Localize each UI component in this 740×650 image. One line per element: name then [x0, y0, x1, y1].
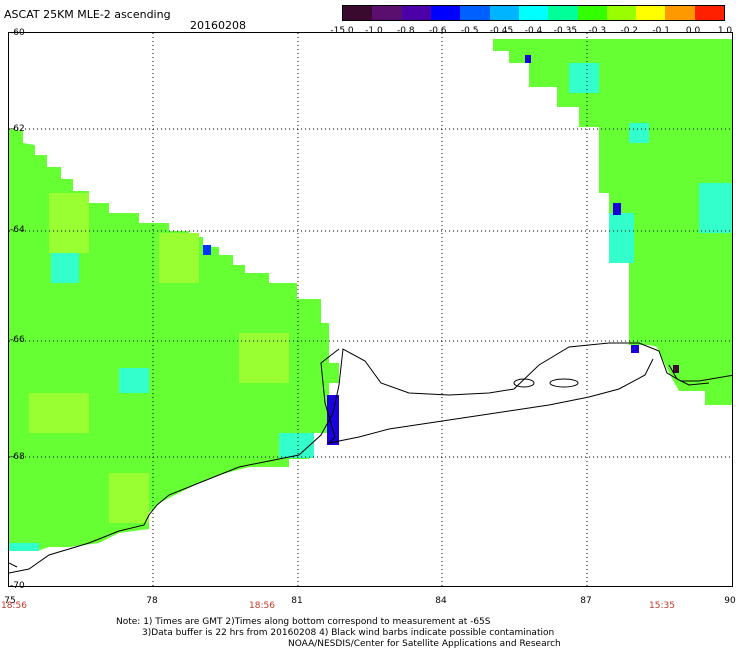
time-label: 18:56	[1, 601, 27, 611]
lon-label: 78	[146, 596, 158, 606]
colorbar-tick-label: -0.4	[524, 26, 543, 36]
lon-label: 84	[435, 596, 447, 606]
colorbar-tick-label: -1.0	[365, 26, 383, 36]
lat-label: -70	[10, 581, 25, 591]
lon-label: 75	[4, 596, 16, 606]
colorbar-tick-label: -0.1	[652, 26, 670, 36]
right-swath-cyan	[569, 63, 732, 263]
coastline	[9, 342, 732, 574]
right-swath-blue	[525, 55, 639, 353]
colorbar-swatch	[401, 6, 431, 20]
note-line-2: 3)Data buffer is 22 hrs from 20160208 4)…	[142, 628, 555, 638]
lat-label: -62	[10, 124, 25, 134]
colorbar-swatch	[694, 6, 725, 20]
colorbar-tick-label: -0.6	[428, 26, 447, 36]
colorbar	[342, 5, 725, 21]
colorbar-tick-label: -15.0	[330, 26, 354, 36]
colorbar-swatch	[343, 6, 373, 20]
left-swath-patch	[29, 193, 289, 523]
left-swath-blue2	[203, 245, 211, 255]
colorbar-tick-label: 1.0	[717, 26, 733, 36]
lon-label: 81	[291, 596, 303, 606]
left-swath	[9, 129, 339, 551]
colorbar-swatch	[372, 6, 402, 20]
colorbar-swatch	[548, 6, 578, 20]
lon-label: 87	[580, 596, 592, 606]
colorbar-swatch	[577, 6, 607, 20]
left-swath-blue	[327, 395, 339, 445]
product-title: ASCAT 25KM MLE-2 ascending	[4, 8, 171, 21]
time-label: 15:35	[649, 601, 675, 611]
product-date: 20160208	[190, 19, 246, 32]
colorbar-tick-label: -0.8	[397, 26, 415, 36]
right-swath-dark	[673, 365, 679, 373]
colorbar-tick-label: -0.2	[620, 26, 639, 36]
colorbar-tick-label: -0.45	[489, 26, 514, 36]
time-label: 18:56	[249, 601, 275, 611]
lat-label: -60	[10, 28, 25, 38]
graticule	[9, 33, 732, 586]
map-svg	[9, 33, 732, 586]
colorbar-swatch	[636, 6, 666, 20]
colorbar-swatch	[665, 6, 695, 20]
colorbar-swatch	[489, 6, 519, 20]
map-panel	[8, 32, 733, 587]
note-line-1: Note: 1) Times are GMT 2)Times along bot…	[116, 617, 491, 627]
colorbar-swatch	[606, 6, 637, 20]
colorbar-tick-label: 0.0	[685, 26, 701, 36]
lon-label: 90	[724, 596, 736, 606]
colorbar-tick-label: -0.5	[460, 26, 479, 36]
colorbar-swatch	[518, 6, 549, 20]
colorbar-tick-label: -0.35	[553, 26, 578, 36]
colorbar-swatch	[460, 6, 490, 20]
colorbar-tick-label: -0.3	[588, 26, 607, 36]
note-line-3: NOAA/NESDIS/Center for Satellite Applica…	[288, 639, 561, 649]
colorbar-swatch	[430, 6, 461, 20]
lat-label: -64	[10, 225, 25, 235]
lat-label: -66	[10, 335, 25, 345]
lat-label: -68	[10, 452, 25, 462]
